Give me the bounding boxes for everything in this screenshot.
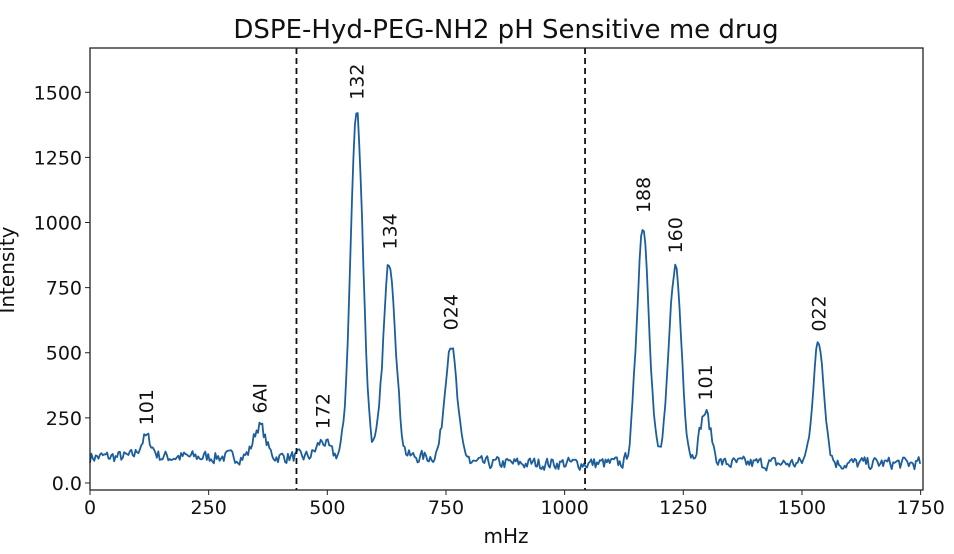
x-tick-label: 500 <box>309 497 345 519</box>
y-tick-label: 1250 <box>34 147 82 169</box>
chart-title: DSPE-Hyd-PEG-NH2 pH Sensitive me drug <box>233 15 778 45</box>
x-tick-label: 1500 <box>778 497 826 519</box>
y-tick-label: 1500 <box>34 82 82 104</box>
peak-label: 101 <box>695 364 717 400</box>
y-tick-label: 750 <box>46 278 82 300</box>
peak-label: 101 <box>136 389 158 425</box>
x-tick-label: 0 <box>84 497 96 519</box>
x-tick-label: 250 <box>191 497 227 519</box>
y-tick-label: 250 <box>46 408 82 430</box>
x-tick-label: 750 <box>428 497 464 519</box>
x-tick-label: 1000 <box>540 497 588 519</box>
peak-label: 024 <box>441 294 463 330</box>
y-tick-label: 500 <box>46 343 82 365</box>
peak-label: 6AI <box>249 383 271 414</box>
x-axis-label: mHz <box>483 524 528 548</box>
y-tick-label: 1000 <box>34 213 82 235</box>
plot-area: 101 6AI 172 132 134 024 188 160 101 022 0 250 500 750… <box>34 47 945 519</box>
axes-frame <box>89 47 924 491</box>
y-axis-label: Intensity <box>0 226 19 313</box>
x-tick-label: 1750 <box>896 497 944 519</box>
peak-label: 172 <box>313 393 335 429</box>
x-tick-label: 1250 <box>659 497 707 519</box>
peak-label: 188 <box>633 177 655 213</box>
peak-label: 134 <box>380 213 402 249</box>
peak-label: 160 <box>665 217 687 253</box>
y-tick-label: 0.0 <box>52 473 82 495</box>
peak-label: 022 <box>809 295 831 331</box>
spectrum-line <box>89 112 922 472</box>
peak-label: 132 <box>347 64 369 100</box>
